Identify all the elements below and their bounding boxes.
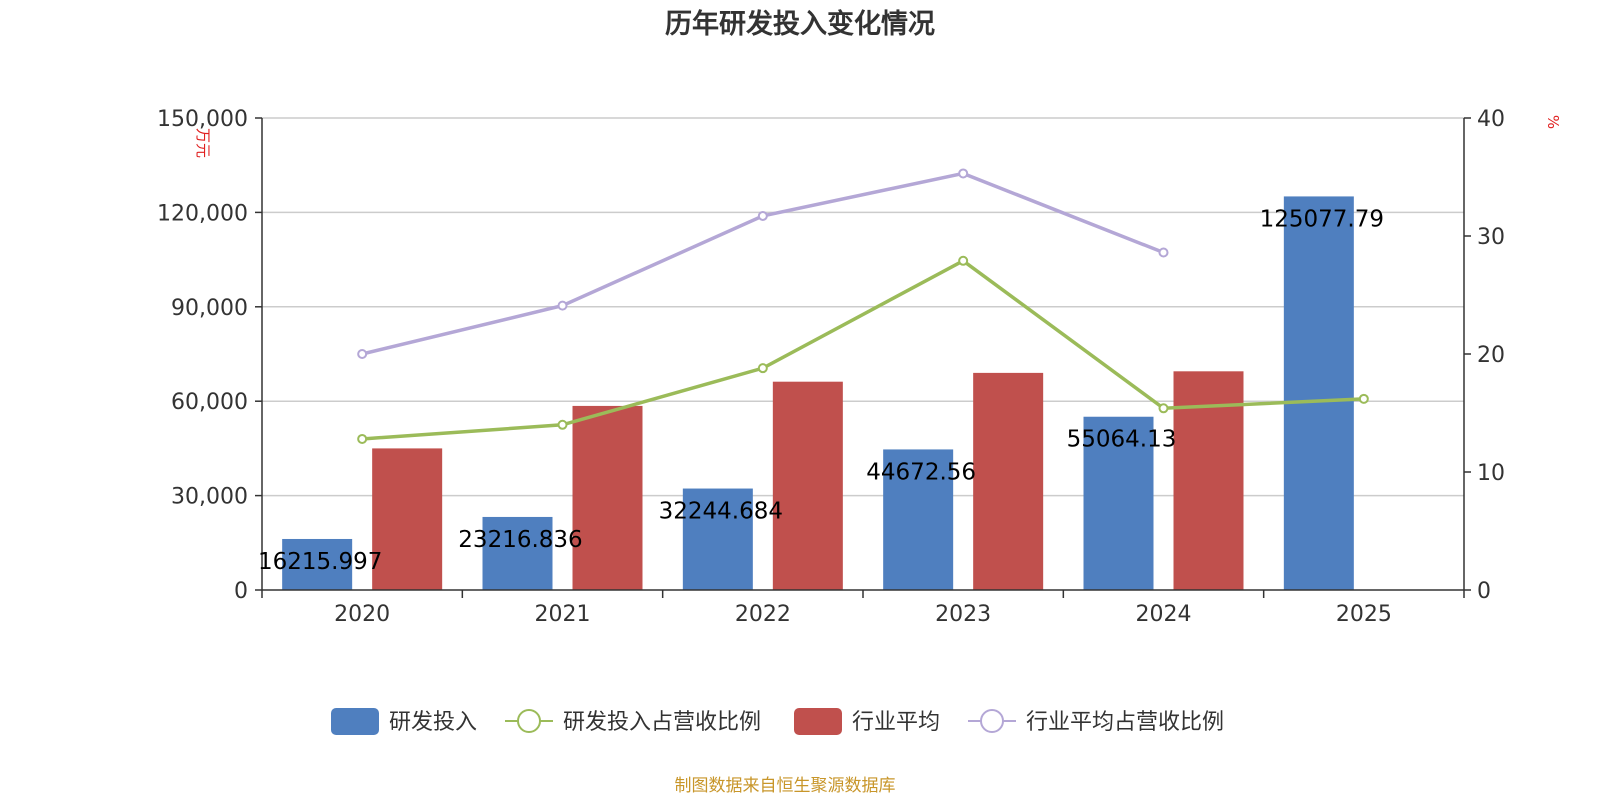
rd-bar [482,516,553,590]
x-tick-label: 2024 [1136,602,1192,627]
rd-ratio-point [1158,403,1169,414]
industry-ratio-line [361,171,1165,356]
industry-bar [772,381,843,590]
x-tick-label: 2020 [334,602,390,627]
rd-data-label: 16215.997 [258,549,382,575]
legend-label: 研发投入占营收比例 [563,710,761,735]
industry-ratio-point [357,349,368,359]
legend-bar-swatch [794,708,842,735]
left-axis-unit: 万元 [194,128,212,158]
industry-bar [372,448,443,590]
rd-ratio-point [557,419,568,430]
legend-line-marker [980,709,1004,733]
legend: 研发投入 研发投入占营收比例 行业平均 行业平均占营收比例 [331,708,1224,735]
rd-data-label: 44672.56 [866,459,976,485]
source-footer: 制图数据来自恒生聚源数据库 [675,776,896,796]
left-tick-label: 150,000 [157,107,248,132]
industry-bar [572,405,643,590]
industry-ratio-point [1158,247,1169,258]
legend-line-marker [517,709,541,733]
left-tick-label: 60,000 [171,390,248,415]
right-tick-label: 20 [1477,343,1505,368]
rd-bar [1083,416,1154,590]
rd-data-label: 55064.13 [1067,427,1177,453]
right-tick-label: 30 [1477,225,1505,250]
rd-ratio-point [958,255,969,266]
rd-ratio-line [362,258,1364,441]
rd-data-label: 32244.684 [659,499,783,525]
right-tick-label: 10 [1477,461,1505,486]
rd-bar [682,488,753,590]
rd-data-label: 125077.79 [1260,206,1384,232]
industry-ratio-point [557,300,568,311]
right-tick-label: 40 [1477,107,1505,132]
x-tick-label: 2021 [535,602,591,627]
bars [282,196,1354,591]
left-tick-label: 90,000 [171,296,248,321]
x-tick-label: 2022 [735,602,791,627]
rd-ratio-point [357,433,368,444]
rd-ratio-point [757,363,768,374]
chart-title: 历年研发投入变化情况 [665,8,935,40]
rd-bar [1283,196,1354,591]
x-tick-label: 2025 [1336,602,1392,627]
rd-bar [282,538,353,590]
rd-data-label: 23216.836 [458,527,582,553]
right-axis-unit: % [1544,115,1562,129]
left-tick-label: 30,000 [171,485,248,510]
rd-bar [883,449,954,590]
axes: 0 30,000 60,000 90,000 120,000 150,000 0 10 20 30… [157,107,1505,627]
rd-ratio-point [1358,393,1369,404]
industry-ratio-point [958,168,969,179]
data-labels: 16215.997 23216.836 32244.684 44672.56 55064… [258,206,1384,575]
industry-ratio-point [757,210,768,221]
legend-label: 行业平均 [852,710,940,735]
legend-bar-swatch [331,708,379,735]
x-tick-label: 2023 [935,602,991,627]
ratio-lines [357,168,1369,444]
left-tick-label: 120,000 [157,201,248,226]
legend-label: 研发投入 [389,710,477,735]
right-tick-label: 0 [1477,579,1491,604]
left-tick-label: 0 [234,579,248,604]
industry-bar [973,372,1044,590]
gridlines [262,117,1464,497]
legend-label: 行业平均占营收比例 [1026,710,1224,735]
